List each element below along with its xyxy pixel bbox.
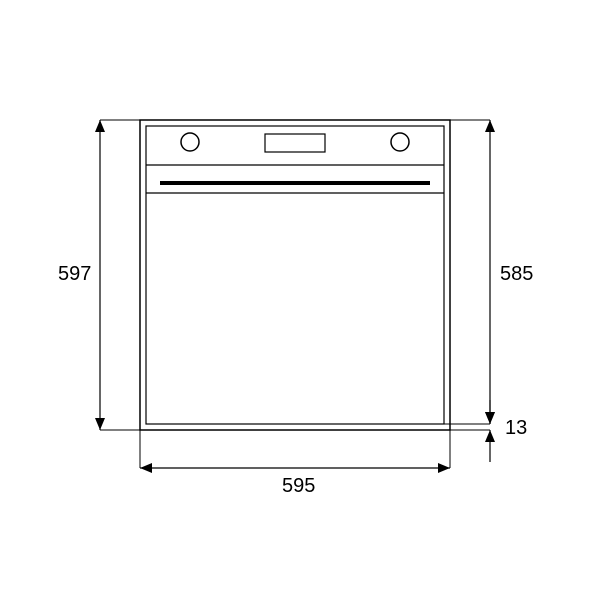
arrowhead-down: [95, 418, 105, 430]
knob-left: [181, 133, 199, 151]
arrowhead-left: [140, 463, 152, 473]
door-handle: [160, 181, 430, 185]
label-width: 595: [282, 475, 315, 497]
arrowhead-up: [485, 120, 495, 132]
label-height-body: 585: [500, 263, 533, 285]
label-base-gap: 13: [505, 417, 527, 439]
arrowhead-up: [485, 430, 495, 442]
knob-right: [391, 133, 409, 151]
dimension-height-body: 585: [485, 120, 533, 424]
dimension-base-gap: 13: [485, 400, 527, 462]
display-panel: [265, 134, 325, 152]
oven-outline: [140, 120, 450, 430]
oven-inner-frame: [146, 126, 444, 424]
oven-dimension-diagram: 597 585 13 595: [0, 0, 600, 600]
extension-lines: [100, 120, 490, 468]
dimension-height-total: 597: [58, 120, 105, 430]
arrowhead-down: [485, 412, 495, 424]
arrowhead-up: [95, 120, 105, 132]
oven-outer-frame: [140, 120, 450, 430]
arrowhead-right: [438, 463, 450, 473]
label-height-total: 597: [58, 263, 91, 285]
dimension-width: 595: [140, 463, 450, 497]
